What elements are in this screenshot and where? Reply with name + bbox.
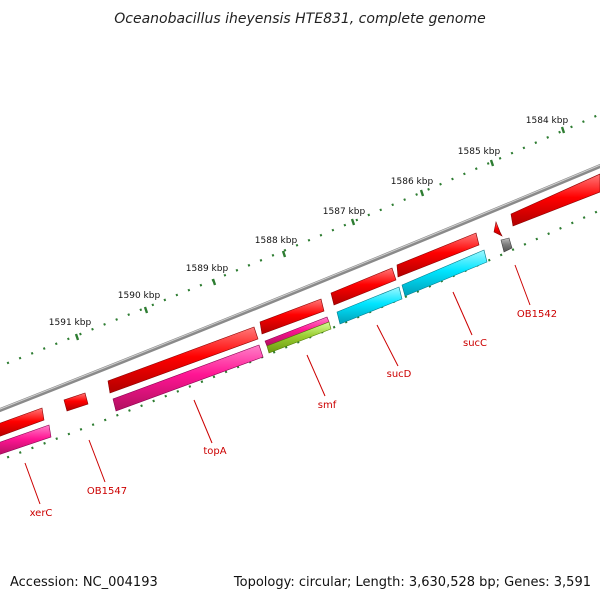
cds-arrow (330, 267, 397, 306)
cds-track (0, 173, 600, 437)
cds-arrow (63, 392, 89, 412)
leader-line (514, 264, 531, 306)
scale-tick (419, 189, 425, 197)
genome-backbone (0, 163, 600, 413)
scale-label: 1587 kbp (323, 207, 366, 217)
genome-summary-text: Topology: circular; Length: 3,630,528 bp… (233, 575, 591, 590)
scale-labels: 1584 kbp 1585 kbp 1586 kbp 1587 kbp 1588… (49, 116, 569, 328)
scale-tick (350, 218, 356, 226)
cds-arrow (107, 326, 259, 394)
scale-tick (281, 250, 287, 258)
scale-label: 1589 kbp (186, 264, 229, 274)
scale-tick (560, 126, 566, 134)
cds-arrow (510, 173, 600, 227)
scale-label: 1585 kbp (458, 147, 501, 157)
gene-track (0, 237, 513, 455)
gene-labels: OB1542 sucC sucD smf topA OB1547 xerC (30, 309, 558, 519)
gene-label-succ: sucC (463, 338, 487, 349)
gene-green (266, 321, 332, 354)
genome-backbone-highlight (0, 164, 600, 410)
leader-line (193, 399, 213, 444)
cds-arrow (493, 220, 503, 237)
gene-label-smf: smf (318, 400, 337, 411)
gene-gray (500, 237, 513, 253)
scale-label: 1591 kbp (49, 318, 92, 328)
scale-label: 1584 kbp (526, 116, 569, 126)
gene-label-ob1542: OB1542 (517, 309, 557, 320)
scale-tick (143, 306, 149, 314)
label-leaders (24, 264, 531, 505)
gene-cyan (401, 249, 488, 297)
gene-label-ob1547: OB1547 (87, 486, 127, 497)
leader-line (24, 462, 41, 505)
scale-tick (489, 159, 495, 167)
cds-arrow (0, 407, 45, 437)
leader-line (306, 354, 326, 397)
gene-label-sucd: sucD (387, 369, 412, 380)
scale-label: 1586 kbp (391, 177, 434, 187)
leader-line (88, 439, 106, 483)
inner-scale-track (0, 209, 600, 462)
leader-line (376, 324, 399, 367)
cds-arrow (259, 298, 325, 335)
scale-tick (211, 278, 217, 286)
outer-scale-track (0, 113, 600, 368)
gene-magenta (0, 424, 52, 455)
gene-magenta (112, 344, 264, 412)
map-title: Oceanobacillus iheyensis HTE831, complet… (114, 11, 485, 27)
accession-text: Accession: NC_004193 (10, 575, 158, 590)
leader-line (452, 291, 473, 336)
scale-major-ticks (74, 126, 566, 341)
cds-arrow (396, 232, 480, 278)
scale-tick (74, 333, 80, 341)
scale-label: 1590 kbp (118, 291, 161, 301)
gene-cyan (336, 286, 403, 325)
scale-label: 1588 kbp (255, 236, 298, 246)
gene-label-xerc: xerC (30, 508, 53, 519)
gene-label-topa: topA (203, 446, 226, 457)
